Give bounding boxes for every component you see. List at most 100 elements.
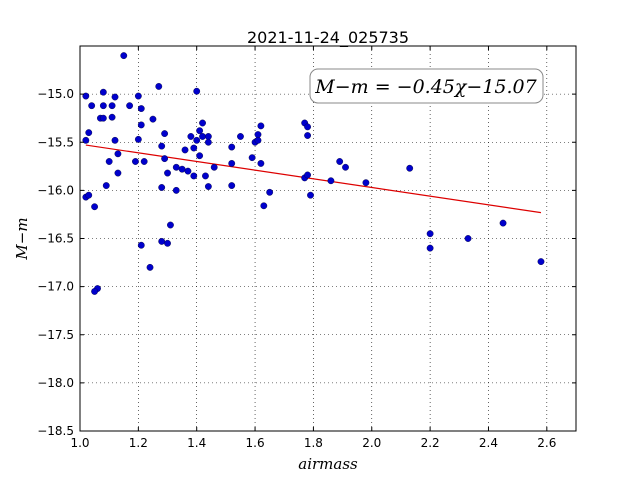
data-point (537, 258, 545, 265)
data-point (193, 87, 201, 95)
data-point (120, 52, 128, 60)
data-point (111, 136, 119, 144)
y-tick-label: −18.5 (37, 424, 74, 438)
data-point (99, 114, 107, 122)
fit-line (85, 144, 542, 214)
data-point (254, 131, 262, 138)
data-point (88, 102, 96, 110)
data-point (464, 235, 472, 242)
y-tick-label: −16.0 (37, 183, 74, 197)
data-point (327, 177, 335, 185)
y-tick-label: −15.5 (37, 135, 74, 149)
data-point (158, 237, 166, 245)
data-point (126, 102, 134, 110)
data-point (181, 146, 189, 154)
data-point (108, 102, 116, 110)
data-point (137, 241, 145, 249)
data-point (137, 121, 145, 129)
y-tick-label: −15.0 (37, 87, 74, 101)
data-point (91, 288, 98, 295)
grid-lines (80, 46, 576, 431)
x-axis-label: airmass (298, 455, 358, 473)
data-point (196, 152, 204, 160)
data-point (190, 172, 198, 180)
x-tick-label: 2.4 (479, 436, 498, 450)
data-point (91, 203, 98, 211)
data-point (158, 142, 166, 150)
x-tick-label: 1.2 (129, 436, 148, 450)
data-point (199, 133, 206, 140)
fit-equation: M−m = −0.45χ−15.07 (314, 76, 537, 98)
data-point (199, 119, 206, 127)
data-point (167, 221, 174, 229)
data-point (266, 188, 274, 196)
data-point (260, 202, 268, 210)
data-point (85, 129, 93, 137)
chart-title: 2021-11-24_025735 (247, 28, 409, 48)
x-tick-label: 2.6 (537, 436, 556, 450)
y-axis-label: M−m (13, 217, 31, 260)
data-point (140, 158, 148, 165)
data-point (149, 115, 157, 123)
data-point (228, 143, 236, 151)
data-point (190, 144, 198, 152)
data-point (158, 184, 166, 191)
data-point (228, 160, 236, 167)
data-point (82, 92, 90, 100)
data-point (304, 132, 311, 139)
data-point (362, 179, 370, 187)
data-point (257, 160, 265, 167)
data-point (155, 83, 163, 90)
data-point (248, 154, 256, 162)
x-tick-label: 2.0 (362, 436, 381, 450)
data-point (108, 113, 116, 121)
x-tick-label: 2.2 (421, 436, 440, 450)
data-point (204, 133, 212, 140)
data-point (161, 130, 169, 137)
data-point (161, 155, 169, 163)
data-point (164, 239, 171, 247)
data-point (114, 169, 122, 177)
data-point (426, 230, 434, 238)
axis-ticks: 1.0 1.2 1.4 1.6 1.8 2.0 2.2 2.4 2.6 −15.0 −15.5 −16… (37, 46, 576, 450)
data-point (210, 163, 218, 171)
data-point (105, 158, 113, 165)
y-tick-label: −17.0 (37, 280, 74, 294)
data-point (196, 127, 204, 135)
y-tick-label: −16.5 (37, 232, 74, 246)
data-point (85, 191, 93, 199)
x-tick-label: 1.0 (70, 436, 89, 450)
data-point (146, 263, 154, 271)
data-point (172, 163, 180, 171)
data-point (304, 171, 311, 179)
fit-equation-frame (309, 68, 544, 104)
fit-line-layer (85, 144, 542, 214)
data-point (204, 138, 212, 146)
data-point (336, 158, 344, 165)
data-point (137, 105, 145, 112)
data-point (99, 102, 107, 110)
x-tick-label: 1.6 (246, 436, 265, 450)
fit-equation-box: M−m = −0.45χ−15.07 (309, 68, 544, 104)
data-point (204, 183, 212, 190)
data-point (111, 93, 119, 101)
data-points (82, 52, 545, 295)
data-point (228, 182, 236, 189)
data-point (406, 164, 414, 172)
data-point (202, 172, 209, 180)
data-point (187, 133, 195, 140)
x-tick-label: 1.4 (187, 436, 206, 450)
data-point (164, 169, 171, 177)
y-tick-label: −17.5 (37, 328, 74, 342)
data-point (499, 219, 507, 227)
data-point (307, 191, 314, 199)
data-point (257, 122, 265, 130)
data-point (102, 182, 110, 189)
data-point (426, 244, 434, 252)
data-point (304, 123, 311, 131)
data-point (82, 136, 90, 144)
data-point (134, 135, 142, 143)
data-point (134, 92, 142, 100)
data-point (184, 167, 192, 175)
